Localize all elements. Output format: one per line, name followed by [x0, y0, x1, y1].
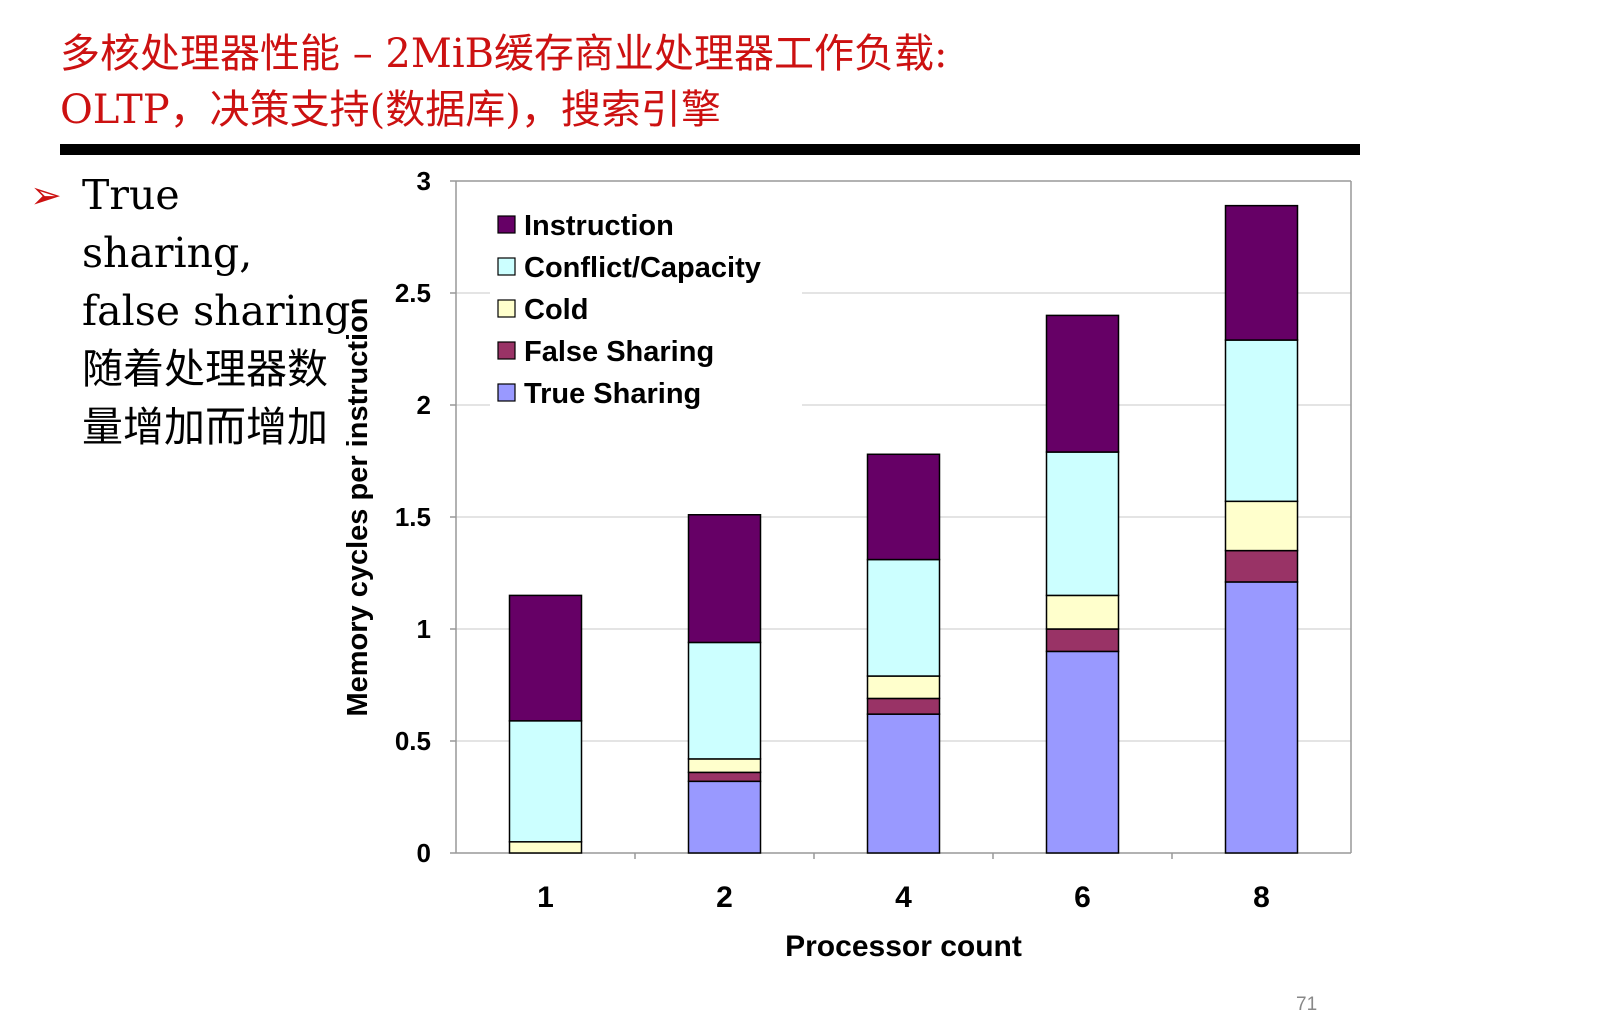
y-tick-label: 0.5 [395, 726, 431, 756]
bullet-point: ➢ True sharing, false sharing 随着处理器数量增加而… [30, 166, 360, 456]
bar-segment [866, 713, 941, 854]
bar-segment [1045, 314, 1120, 453]
bar-segment [866, 558, 941, 677]
bar-segment [1224, 549, 1299, 583]
x-tick-label: 8 [1253, 881, 1270, 914]
bullet-text: True sharing, false sharing 随着处理器数量增加而增加 [82, 171, 351, 451]
stacked-bar-chart: 0 0.5 1 1.5 2 2.5 3 1 2 4 6 8 Processor count Memory … [342, 166, 1352, 963]
slide-title-line-1: 多核处理器性能 – 2MiB缓存商业处理器工作负载: [60, 31, 948, 77]
x-tick-label: 2 [716, 881, 733, 914]
bar-segment [866, 697, 941, 715]
legend-swatch [497, 257, 516, 276]
legend-box [490, 191, 802, 409]
bar-segment [1045, 451, 1120, 597]
bar-segment [1045, 650, 1120, 854]
legend-label: False Sharing [524, 336, 714, 368]
y-axis-label: Memory cycles per instruction [342, 297, 374, 716]
bar-segment [508, 841, 583, 854]
legend-label: Cold [524, 294, 588, 326]
bar-segment [1224, 339, 1299, 503]
y-tick-label: 2.5 [395, 278, 431, 308]
y-tick-label: 3 [417, 166, 431, 196]
legend-swatch [497, 341, 516, 360]
bar-segment [1045, 628, 1120, 653]
bar-segment [1045, 594, 1120, 630]
page-number: 71 [1296, 994, 1318, 1015]
x-tick-label: 4 [895, 881, 912, 914]
bar-segment [687, 771, 762, 783]
slide-title: 多核处理器性能 – 2MiB缓存商业处理器工作负载: OLTP，决策支持(数据库… [60, 26, 1320, 138]
bar-segment [1224, 500, 1299, 552]
arrow-bullet-icon: ➢ [30, 173, 62, 217]
slide-title-line-2: OLTP，决策支持(数据库)，搜索引擎 [60, 87, 721, 133]
bar-segment [687, 758, 762, 774]
legend-label: Conflict/Capacity [524, 252, 761, 284]
bar-segment [866, 675, 941, 700]
bar-segment [1224, 204, 1299, 341]
y-tick-label: 2 [417, 390, 431, 420]
x-tick-label: 1 [537, 881, 554, 914]
bar-segment [687, 641, 762, 760]
title-underline [60, 144, 1360, 155]
legend-swatch [497, 383, 516, 402]
x-axis-label: Processor count [785, 930, 1022, 963]
bar-segment [508, 720, 583, 843]
legend-label: True Sharing [524, 378, 701, 410]
bar-segment [866, 453, 941, 561]
y-tick-label: 1.5 [395, 502, 431, 532]
x-tick-label: 6 [1074, 881, 1091, 914]
legend-swatch [497, 299, 516, 318]
bar-segment [687, 514, 762, 644]
y-tick-label: 0 [417, 838, 431, 868]
y-tick-label: 1 [417, 614, 431, 644]
legend-swatch [497, 215, 516, 234]
bar-segment [687, 780, 762, 854]
bar-segment [1224, 581, 1299, 854]
legend-label: Instruction [524, 210, 674, 242]
bar-segment [508, 594, 583, 722]
